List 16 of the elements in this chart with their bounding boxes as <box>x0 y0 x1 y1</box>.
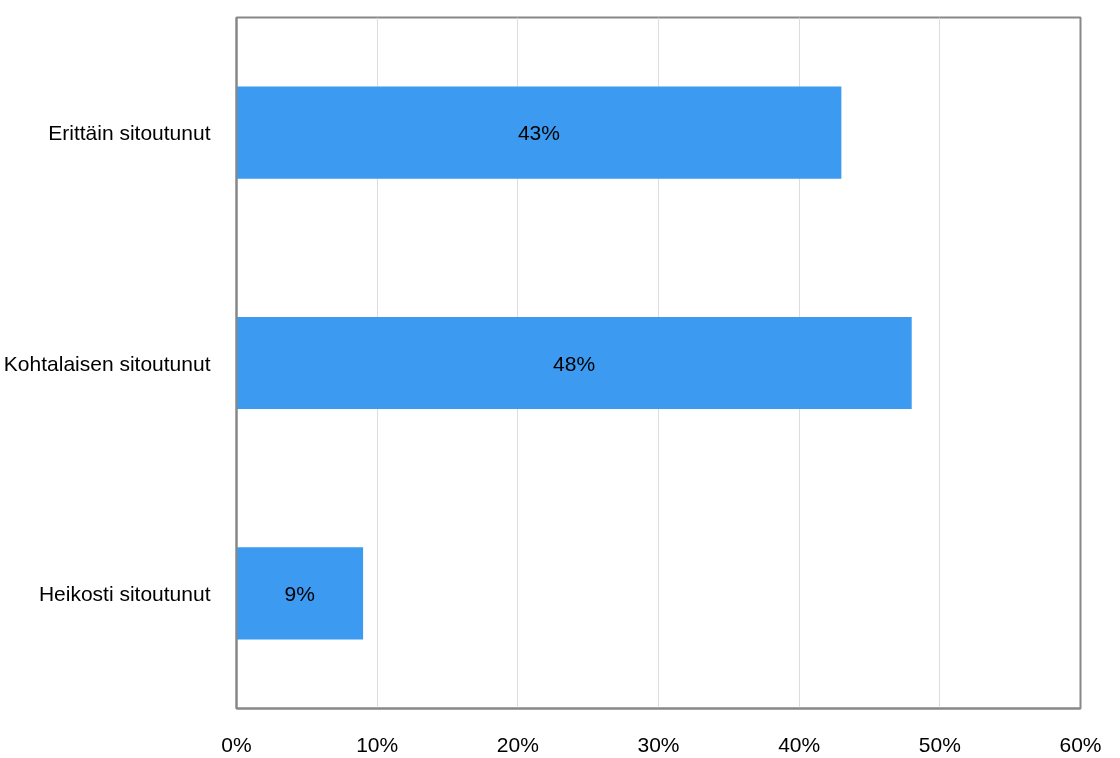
x-tick-label: 10% <box>356 732 399 756</box>
bar <box>236 547 364 640</box>
data-label: 43% <box>517 121 560 145</box>
x-tick-label: 60% <box>1059 732 1102 756</box>
data-label: 48% <box>553 351 596 375</box>
x-tick-label: 30% <box>637 732 680 756</box>
x-tick-label: 50% <box>918 732 961 756</box>
y-tick-label: Heikosti sitoutunut <box>38 581 211 605</box>
x-tick-label: 20% <box>496 732 539 756</box>
y-tick-label: Erittäin sitoutunut <box>48 121 211 145</box>
x-tick-label: 0% <box>221 732 252 756</box>
bar <box>236 86 842 179</box>
data-label: 9% <box>284 581 315 605</box>
bar <box>236 316 912 410</box>
x-tick-label: 40% <box>778 732 821 756</box>
y-tick-label: Kohtalaisen sitoutunut <box>3 351 211 375</box>
